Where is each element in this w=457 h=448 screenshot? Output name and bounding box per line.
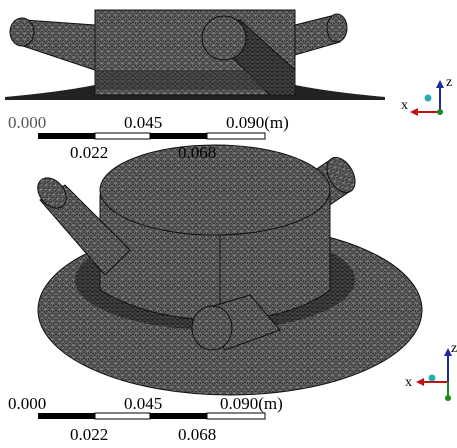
scale-bar: 0.000 0.045 0.090(m) 0.022 0.068: [8, 394, 283, 444]
scale-label: 0.000: [8, 113, 46, 132]
mesh-perspective-view: [32, 145, 422, 395]
scale-label: 0.045: [124, 394, 162, 413]
page: {"views": [ {"scale_bar": {"top_labels":…: [0, 0, 457, 448]
scale-label: 0.068: [178, 425, 216, 444]
axis-triad: z x: [405, 341, 457, 401]
scale-label: 0.045: [124, 113, 162, 132]
axis-triad: z x: [401, 75, 452, 116]
axis-label: z: [446, 75, 452, 90]
scale-label: 0.090(m): [220, 394, 283, 413]
scale-label: 0.090(m): [226, 113, 289, 132]
scale-label: 0.000: [8, 394, 46, 413]
scale-label: 0.068: [178, 143, 216, 162]
axis-label: x: [405, 375, 412, 390]
axis-label: x: [401, 98, 408, 113]
figure: 0.000 0.045 0.090(m) 0.022 0.068 0.000 0…: [0, 0, 457, 448]
scale-label: 0.022: [70, 143, 108, 162]
scale-label: 0.022: [70, 425, 108, 444]
mesh-side-view: [5, 10, 385, 100]
axis-label: z: [451, 341, 457, 356]
